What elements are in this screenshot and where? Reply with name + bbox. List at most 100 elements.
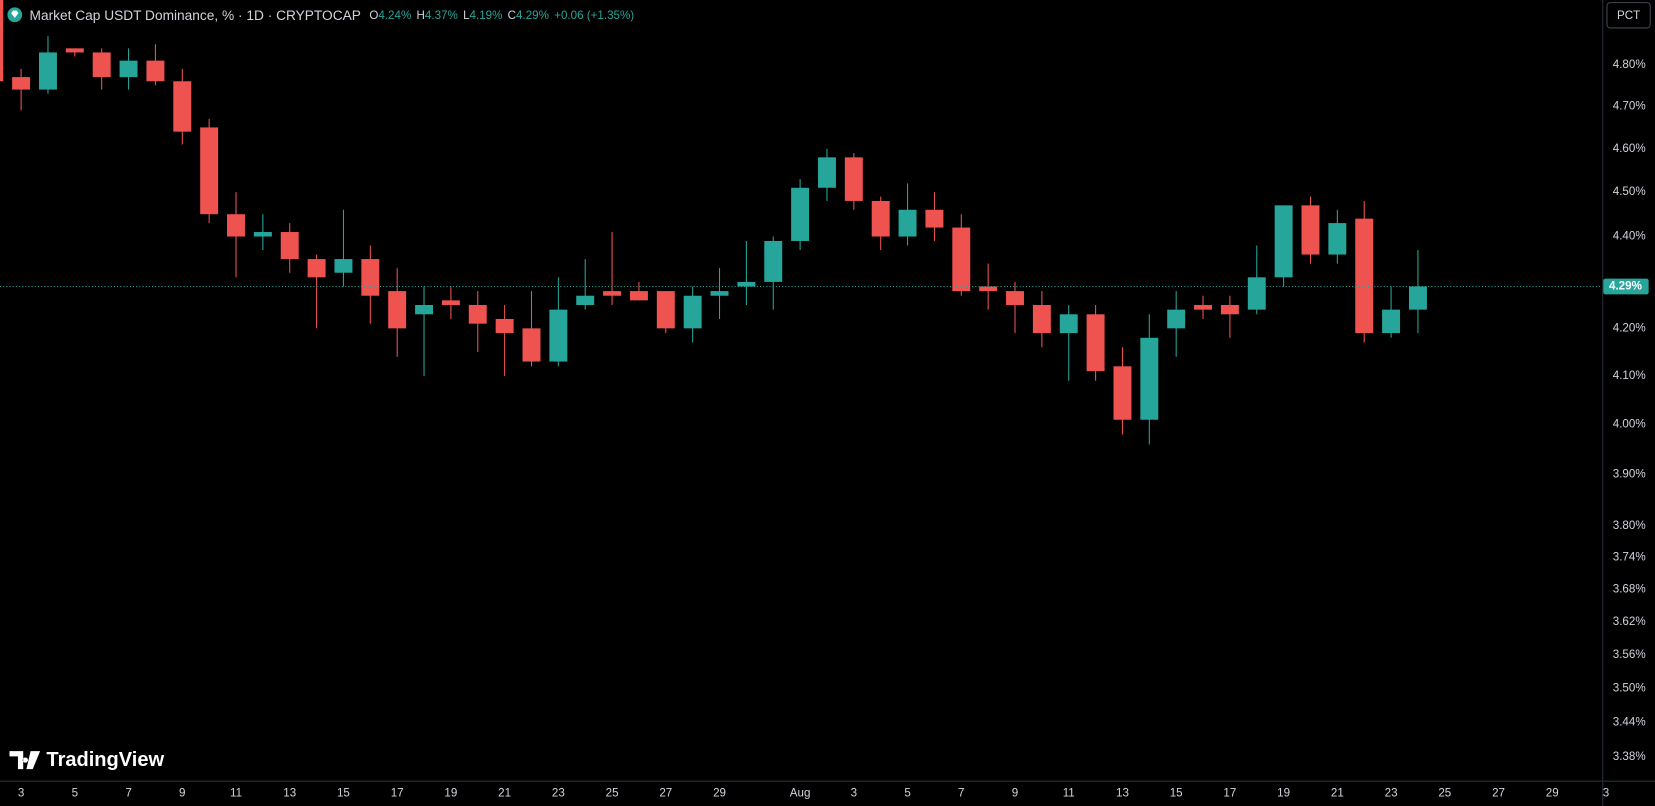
candle-body: [522, 328, 541, 362]
candle-body: [764, 241, 783, 282]
header-title: Market Cap USDT Dominance, % · 1D · CRYP…: [30, 7, 361, 22]
ohlc-key: L: [463, 9, 470, 22]
y-tick-label: 3.74%: [1613, 550, 1646, 563]
x-tick-label: 23: [552, 786, 565, 799]
candle-body: [549, 309, 568, 362]
x-tick-label: 3: [1603, 786, 1609, 799]
candle-body: [925, 209, 944, 228]
x-tick-label: 13: [1116, 786, 1129, 799]
candle-body: [1382, 309, 1401, 334]
watermark: TradingView: [9, 749, 165, 771]
candle-body: [253, 232, 272, 237]
scale-button-box[interactable]: [1606, 2, 1651, 29]
y-tick-label: 4.60%: [1613, 142, 1646, 155]
candle-body: [1274, 205, 1293, 278]
candle-body: [576, 295, 595, 305]
ohlc-key: O: [369, 9, 378, 22]
x-tick-label: 11: [230, 786, 242, 799]
scale-button-label[interactable]: PCT: [1617, 9, 1640, 22]
x-tick-label: 25: [1438, 786, 1451, 799]
candle-body: [629, 291, 648, 301]
ohlc-change: +0.06 (+1.35%): [554, 9, 634, 22]
x-tick-label: 21: [1331, 786, 1344, 799]
candle-body: [791, 187, 810, 242]
y-tick-label: 4.20%: [1613, 321, 1646, 334]
candle-body: [146, 60, 165, 82]
y-tick-label: 3.80%: [1613, 519, 1646, 532]
candle-body: [1006, 291, 1024, 305]
y-tick-label: 4.40%: [1613, 230, 1646, 243]
x-tick-label: 9: [1012, 786, 1018, 799]
y-tick-label: 4.10%: [1613, 369, 1646, 382]
scale-button[interactable]: PCT: [1606, 2, 1651, 29]
y-tick-label: 3.50%: [1613, 681, 1646, 694]
y-tick-label: 3.90%: [1613, 468, 1646, 481]
candle-body: [1194, 304, 1213, 310]
symbol-icon-gem: [11, 10, 19, 18]
candle-body: [710, 291, 729, 296]
candle-body: [1059, 314, 1078, 334]
last-price-label: 4.29%: [1609, 280, 1642, 293]
x-tick-label: 15: [1170, 786, 1183, 799]
ohlc-value: 4.24%: [378, 9, 411, 22]
candle-body: [280, 232, 299, 260]
candle-body: [1140, 337, 1159, 420]
y-tick-label: 4.00%: [1613, 418, 1646, 431]
candle-body: [361, 259, 380, 296]
y-tick-label: 4.70%: [1613, 99, 1646, 112]
candle-body: [39, 52, 57, 90]
candle-body: [227, 214, 245, 237]
candle-body: [898, 209, 917, 237]
x-tick-label: Aug: [790, 786, 811, 799]
candle-body: [818, 157, 836, 188]
header-line: Market Cap USDT Dominance, % · 1D · CRYP…: [30, 7, 635, 22]
y-tick-label: 3.38%: [1613, 750, 1646, 763]
x-tick-label: 3: [18, 786, 24, 799]
candle-body: [92, 52, 111, 78]
x-tick-label: 11: [1063, 786, 1075, 799]
candle-body: [495, 318, 514, 334]
x-tick-label: 29: [1546, 786, 1559, 799]
x-tick-label: 15: [337, 786, 350, 799]
candle-body: [844, 157, 863, 201]
x-tick-label: 23: [1385, 786, 1398, 799]
candle-body: [1301, 205, 1320, 255]
candle-body: [415, 304, 434, 315]
x-tick-label: 17: [1223, 786, 1236, 799]
x-tick-label: 25: [606, 786, 619, 799]
x-tick-label: 17: [391, 786, 404, 799]
last-price-badge: [1603, 278, 1649, 295]
candle-body: [737, 281, 756, 287]
candle-body: [1247, 277, 1266, 310]
ohlc-key: H: [417, 9, 425, 22]
candle-body: [12, 77, 31, 90]
candle-body: [1086, 314, 1105, 372]
y-tick-label: 4.50%: [1613, 185, 1646, 198]
candle-body: [173, 81, 192, 132]
candle-body: [1167, 309, 1186, 329]
y-tick-label: 3.44%: [1613, 716, 1646, 729]
y-tick-label: 3.68%: [1613, 582, 1646, 595]
watermark-logo: [9, 751, 41, 770]
x-tick-label: 7: [958, 786, 964, 799]
x-tick-label: 5: [72, 786, 78, 799]
x-tick-label: 21: [498, 786, 511, 799]
ohlc-value: 4.19%: [470, 9, 503, 22]
candle-body: [0, 0, 4, 82]
axes: 3.38% 3.44% 3.50% 3.56% 3.62% 3.68% 3.74% 3.80%…: [18, 58, 1649, 799]
candle-body: [441, 300, 460, 305]
x-tick-label: 19: [1277, 786, 1290, 799]
candle-body: [334, 259, 353, 273]
candle-body: [979, 286, 998, 292]
x-tick-label: 29: [713, 786, 726, 799]
x-tick-label: 13: [283, 786, 296, 799]
candle-body: [1328, 223, 1347, 255]
candle-body: [952, 227, 971, 292]
ohlc-key: C: [508, 9, 516, 22]
y-tick-label: 3.56%: [1613, 648, 1646, 661]
symbol-header: Market Cap USDT Dominance, % · 1D · CRYP…: [7, 7, 634, 22]
x-tick-label: 27: [1492, 786, 1505, 799]
